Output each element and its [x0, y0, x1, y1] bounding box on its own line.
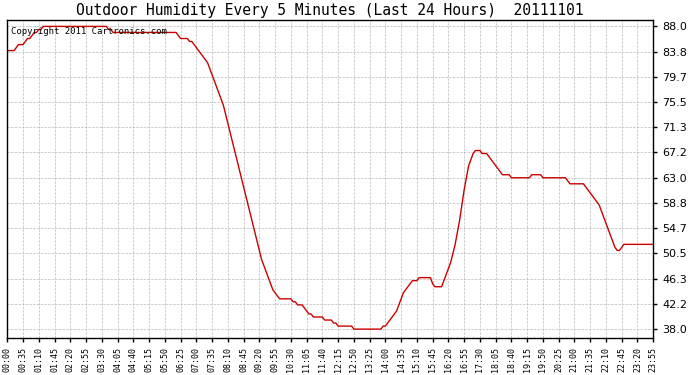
Text: Copyright 2011 Cartronics.com: Copyright 2011 Cartronics.com [10, 27, 166, 36]
Title: Outdoor Humidity Every 5 Minutes (Last 24 Hours)  20111101: Outdoor Humidity Every 5 Minutes (Last 2… [77, 3, 584, 18]
